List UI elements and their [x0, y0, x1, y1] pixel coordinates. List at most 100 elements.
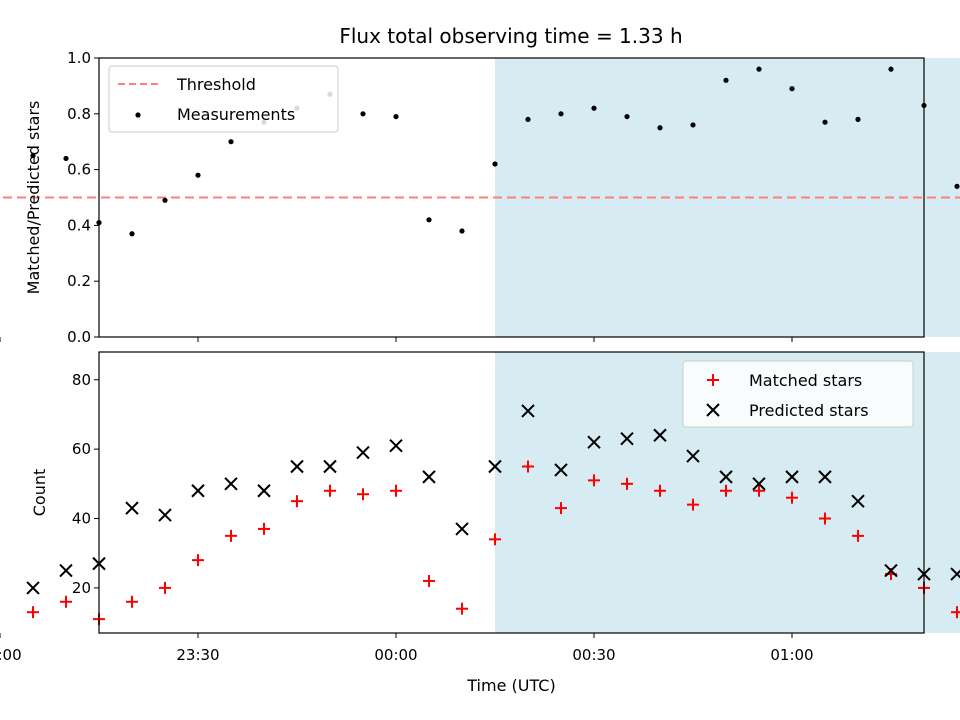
- measurement-point: [228, 139, 234, 145]
- measurement-point: [360, 111, 366, 117]
- measurement-point: [195, 172, 201, 178]
- matched-star-point: [522, 460, 534, 473]
- cross-stroke: [257, 484, 271, 498]
- time-x-axis-label: Time (UTC): [466, 676, 555, 695]
- cross-stroke: [686, 449, 700, 463]
- cross-stroke: [752, 477, 766, 491]
- ratio-legend: Threshold Measurements: [108, 65, 339, 133]
- measurement-point: [822, 119, 828, 125]
- predicted-star-point: [884, 563, 898, 578]
- y-tick-label: 0.6: [67, 161, 91, 179]
- predicted-star-point: [323, 459, 337, 474]
- x-tick-label: 00:30: [572, 646, 615, 664]
- matched-star-point: [258, 522, 270, 535]
- measurement-point: [723, 77, 729, 83]
- legend-matched-label: Matched stars: [749, 371, 862, 390]
- measurement-point: [789, 86, 795, 92]
- cross-stroke: [884, 563, 898, 578]
- matched-star-point: [423, 574, 435, 587]
- count-y-ticks: 20 40 60 80: [72, 371, 99, 597]
- y-tick-label: 1.0: [67, 49, 91, 67]
- matched-star-point: [621, 477, 633, 490]
- matched-star-point: [852, 529, 864, 542]
- measurement-point: [756, 66, 762, 72]
- legend-threshold-label: Threshold: [176, 75, 256, 94]
- matched-star-point: [324, 484, 336, 497]
- matched-star-point: [951, 606, 960, 619]
- x-tick-label: 23:30: [176, 646, 219, 664]
- y-tick-label: 20: [72, 579, 91, 597]
- legend-measurements-swatch: [135, 112, 141, 118]
- cross-stroke: [422, 470, 436, 484]
- predicted-star-point: [554, 463, 568, 477]
- measurement-point: [30, 153, 36, 159]
- legend-predicted-label: Predicted stars: [749, 401, 869, 420]
- matched-star-point: [27, 606, 39, 619]
- predicted-star-point: [389, 438, 403, 453]
- cross-stroke: [455, 522, 469, 536]
- predicted-star-point: [587, 435, 601, 449]
- cross-stroke: [290, 459, 304, 474]
- measurement-point: [492, 161, 498, 167]
- cross-stroke: [950, 569, 960, 581]
- measurement-point: [690, 122, 696, 128]
- predicted-star-point: [521, 404, 535, 418]
- predicted-star-point: [422, 470, 436, 484]
- cross-stroke: [191, 484, 205, 498]
- measurement-point: [426, 217, 432, 223]
- predicted-star-point: [290, 459, 304, 474]
- cross-stroke: [323, 459, 337, 474]
- cross-marker: [706, 403, 720, 417]
- predicted-star-point: [785, 470, 799, 484]
- y-tick-label: 0.2: [67, 272, 91, 290]
- predicted-star-point: [851, 494, 865, 508]
- matched-star-point: [291, 495, 303, 508]
- y-tick-label: 0.4: [67, 216, 91, 234]
- matched-star-point: [786, 491, 798, 504]
- measurement-point: [129, 231, 135, 237]
- predicted-star-point: [488, 459, 502, 474]
- cross-stroke: [26, 581, 40, 595]
- chart-title: Flux total observing time = 1.33 h: [339, 24, 682, 48]
- cross-stroke: [587, 435, 601, 449]
- matched-star-point: [456, 602, 468, 615]
- measurement-point: [459, 228, 465, 234]
- predicted-star-point: [26, 581, 40, 595]
- matched-stars-layer: [27, 460, 960, 626]
- matched-star-point: [588, 474, 600, 487]
- ratio-y-ticks: 0.0 0.2 0.4 0.6 0.8 1.0: [67, 49, 99, 346]
- cross-stroke: [224, 477, 238, 491]
- cross-stroke: [719, 470, 733, 484]
- predicted-star-point: [191, 484, 205, 498]
- measurement-point: [63, 155, 69, 162]
- predicted-star-point: [125, 501, 139, 515]
- cross-stroke: [488, 459, 502, 474]
- cross-stroke: [653, 428, 667, 442]
- matched-star-point: [192, 554, 204, 567]
- matched-star-point: [819, 512, 831, 525]
- count-legend: Matched stars Predicted stars: [682, 360, 914, 428]
- predicted-star-point: [257, 484, 271, 498]
- predicted-star-point: [224, 477, 238, 491]
- count-legend-box: [682, 360, 914, 428]
- count-y-axis-label: Count: [30, 469, 49, 517]
- count-panel-frame: [98, 351, 925, 634]
- measurement-point: [525, 116, 531, 122]
- measurement-point: [657, 125, 663, 131]
- predicted-star-point: [686, 449, 700, 463]
- legend-matched-swatch: [707, 374, 719, 386]
- legend-measurements-label: Measurements: [177, 105, 295, 124]
- x-tick-label: 01:00: [770, 646, 813, 664]
- matched-star-point: [225, 529, 237, 542]
- x-tick-label: 23:00: [0, 646, 22, 664]
- legend-predicted-swatch: [706, 403, 720, 417]
- ratio-panel-frame: [98, 57, 925, 338]
- cross-stroke: [554, 463, 568, 477]
- cross-stroke: [851, 494, 865, 508]
- measurement-point: [393, 113, 399, 120]
- matched-star-point: [654, 484, 666, 497]
- matched-star-point: [753, 484, 765, 497]
- predicted-star-point: [752, 477, 766, 491]
